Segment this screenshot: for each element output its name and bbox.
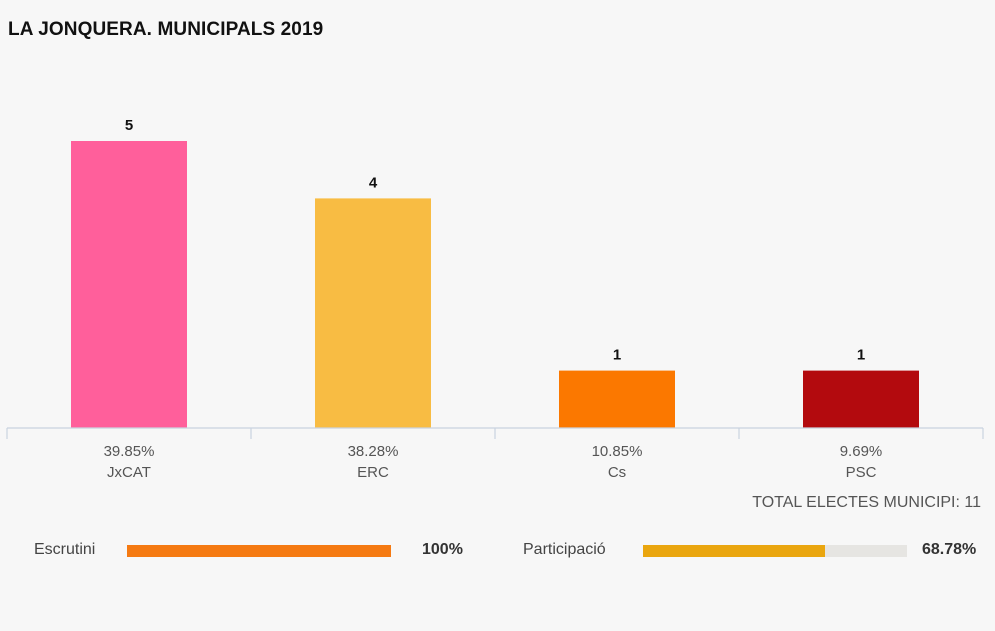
category-tick-label: Cs [608,464,626,481]
bar-cs [559,370,675,428]
participation-label: Participació [523,541,606,558]
bar-percentage-label: 9.69% [840,443,883,460]
bar-percentage-label: 39.85% [104,443,155,460]
bar-erc [315,198,431,428]
bar-value-label: 1 [857,347,865,364]
participation-progress-fill [643,545,825,557]
bar-psc [803,370,919,428]
bar-value-label: 5 [125,117,133,134]
bar-value-label: 1 [613,347,621,364]
bar-jxcat [71,141,187,428]
bar-percentage-label: 38.28% [348,443,399,460]
scrutiny-label: Escrutini [34,541,96,558]
bar-chart: 5 39.85% JxCAT 4 38.28% ERC 1 10.85% Cs 1 9.69% PSC [6,117,984,481]
total-seats-label: TOTAL ELECTES MUNICIPI: 11 [752,494,981,511]
category-tick-label: ERC [357,464,389,481]
scrutiny-progress-fill [127,545,391,557]
scrutiny-value: 100% [422,541,463,558]
scrutiny-progress-bar [127,545,391,557]
participation-value: 68.78% [922,541,977,558]
chart-title: LA JONQUERA. MUNICIPALS 2019 [8,19,324,40]
category-tick-label: JxCAT [107,464,151,481]
bar-value-label: 4 [369,174,378,191]
participation-progress-bar [643,545,907,557]
category-tick-label: PSC [846,464,877,481]
bar-percentage-label: 10.85% [592,443,643,460]
